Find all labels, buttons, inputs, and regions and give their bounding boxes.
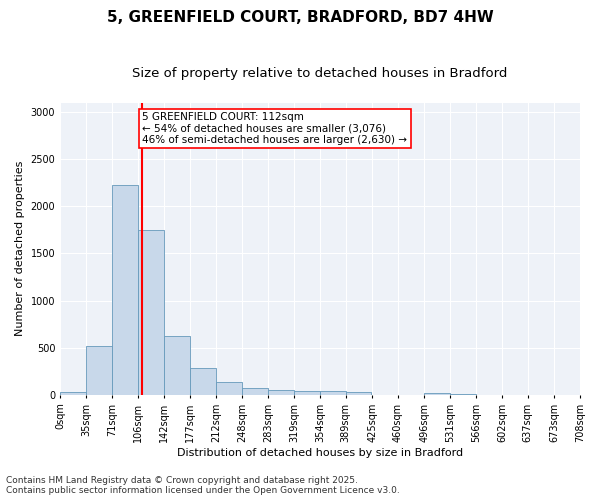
Bar <box>86 346 112 395</box>
Text: Contains HM Land Registry data © Crown copyright and database right 2025.
Contai: Contains HM Land Registry data © Crown c… <box>6 476 400 495</box>
Title: Size of property relative to detached houses in Bradford: Size of property relative to detached ho… <box>133 68 508 80</box>
Bar <box>190 368 216 395</box>
Bar <box>138 230 164 395</box>
Bar <box>60 392 86 395</box>
Bar <box>450 394 476 395</box>
Bar <box>268 390 293 395</box>
Bar <box>164 336 190 395</box>
Y-axis label: Number of detached properties: Number of detached properties <box>15 161 25 336</box>
Text: 5, GREENFIELD COURT, BRADFORD, BD7 4HW: 5, GREENFIELD COURT, BRADFORD, BD7 4HW <box>107 10 493 25</box>
Bar <box>242 388 268 395</box>
Bar <box>216 382 242 395</box>
Bar <box>320 391 346 395</box>
Bar <box>295 390 320 395</box>
Bar <box>346 392 371 395</box>
X-axis label: Distribution of detached houses by size in Bradford: Distribution of detached houses by size … <box>177 448 463 458</box>
Text: 5 GREENFIELD COURT: 112sqm
← 54% of detached houses are smaller (3,076)
46% of s: 5 GREENFIELD COURT: 112sqm ← 54% of deta… <box>142 112 407 145</box>
Bar <box>424 393 450 395</box>
Bar <box>112 184 138 395</box>
